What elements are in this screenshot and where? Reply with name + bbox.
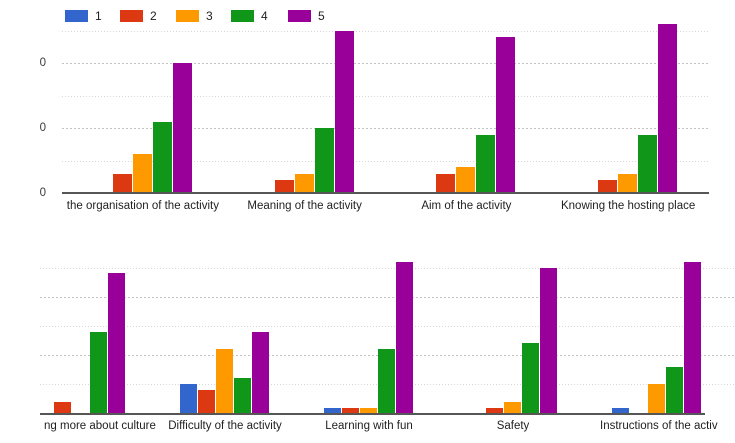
- category-label: Meaning of the activity: [247, 200, 362, 212]
- bar-rating5-group2[interactable]: [334, 30, 354, 193]
- category-label: Instructions of the activ: [600, 420, 718, 432]
- gridline-minor: [62, 95, 709, 97]
- category-label: Aim of the activity: [421, 200, 512, 212]
- bar-rating2-group4[interactable]: [598, 180, 618, 193]
- gridline-minor: [40, 325, 735, 327]
- legend-item-4: 4: [231, 9, 268, 23]
- category-label: Safety: [496, 420, 530, 432]
- category-label: Learning with fun: [325, 420, 413, 432]
- legend-label: 5: [318, 9, 325, 23]
- bar-rating1-group5[interactable]: [612, 407, 629, 414]
- bar-rating4-group2[interactable]: [314, 128, 334, 193]
- bar-rating3-group1[interactable]: [132, 154, 152, 193]
- legend-item-1: 1: [65, 9, 102, 23]
- bar-rating4-group1[interactable]: [152, 121, 172, 193]
- category-label: the organisation of the activity: [66, 200, 219, 212]
- y-tick-label: 0: [39, 122, 46, 134]
- bar-rating4-group4[interactable]: [522, 343, 539, 414]
- legend-label: 3: [206, 9, 213, 23]
- bar-rating3-group3[interactable]: [456, 167, 476, 193]
- x-axis-line: [62, 192, 709, 194]
- bar-rating5-group3[interactable]: [396, 261, 413, 414]
- bar-rating2-group1[interactable]: [54, 401, 71, 414]
- bar-rating5-group3[interactable]: [496, 37, 516, 193]
- bar-rating2-group1[interactable]: [112, 173, 132, 193]
- bar-rating4-group3[interactable]: [476, 134, 496, 193]
- gridline-major: [62, 63, 709, 64]
- bar-rating2-group2[interactable]: [274, 180, 294, 193]
- bar-rating2-group4[interactable]: [486, 407, 503, 414]
- bar-rating3-group3[interactable]: [360, 407, 377, 414]
- gridline-major: [40, 296, 735, 298]
- bar-rating5-group4[interactable]: [658, 24, 678, 193]
- bar-rating2-group2[interactable]: [198, 390, 215, 414]
- bar-rating5-group5[interactable]: [684, 261, 701, 414]
- legend-swatch-icon: [231, 10, 254, 22]
- legend-label: 4: [261, 9, 268, 23]
- bar-rating5-group1[interactable]: [172, 63, 192, 193]
- legend-item-5: 5: [288, 9, 325, 23]
- bar-rating3-group4[interactable]: [618, 173, 638, 193]
- legend-item-2: 2: [120, 9, 157, 23]
- legend-item-3: 3: [176, 9, 213, 23]
- bar-rating4-group1[interactable]: [90, 331, 107, 414]
- legend-swatch-icon: [176, 10, 199, 22]
- bar-rating5-group2[interactable]: [252, 331, 269, 414]
- legend-label: 2: [150, 9, 157, 23]
- y-tick-label: 0: [39, 57, 46, 69]
- gridline-minor: [62, 30, 709, 32]
- legend-swatch-icon: [65, 10, 88, 22]
- category-label: Difficulty of the activity: [168, 420, 282, 432]
- bar-rating4-group2[interactable]: [234, 378, 251, 414]
- bar-rating4-group5[interactable]: [666, 366, 683, 414]
- bar-rating3-group5[interactable]: [648, 384, 665, 414]
- bar-rating2-group3[interactable]: [436, 173, 456, 193]
- category-label: ng more about culture: [44, 420, 156, 432]
- bar-rating3-group2[interactable]: [216, 349, 233, 414]
- x-axis-line: [40, 412, 705, 415]
- bar-rating1-group3[interactable]: [324, 407, 341, 414]
- bar-rating3-group4[interactable]: [504, 401, 521, 414]
- bar-rating5-group1[interactable]: [108, 273, 125, 414]
- legend-swatch-icon: [288, 10, 311, 22]
- category-label: Knowing the hosting place: [560, 200, 696, 212]
- bar-rating1-group2[interactable]: [180, 384, 197, 414]
- y-tick-label: 0: [39, 187, 46, 199]
- bar-rating4-group4[interactable]: [638, 134, 658, 193]
- gridline-major: [62, 128, 709, 129]
- bar-rating4-group3[interactable]: [378, 349, 395, 414]
- bar-rating2-group3[interactable]: [342, 407, 359, 414]
- bar-rating3-group2[interactable]: [294, 173, 314, 193]
- gridline-minor: [62, 160, 709, 162]
- legend-label: 1: [95, 9, 102, 23]
- bar-rating5-group4[interactable]: [540, 267, 557, 414]
- legend-swatch-icon: [120, 10, 143, 22]
- gridline-minor: [40, 267, 735, 269]
